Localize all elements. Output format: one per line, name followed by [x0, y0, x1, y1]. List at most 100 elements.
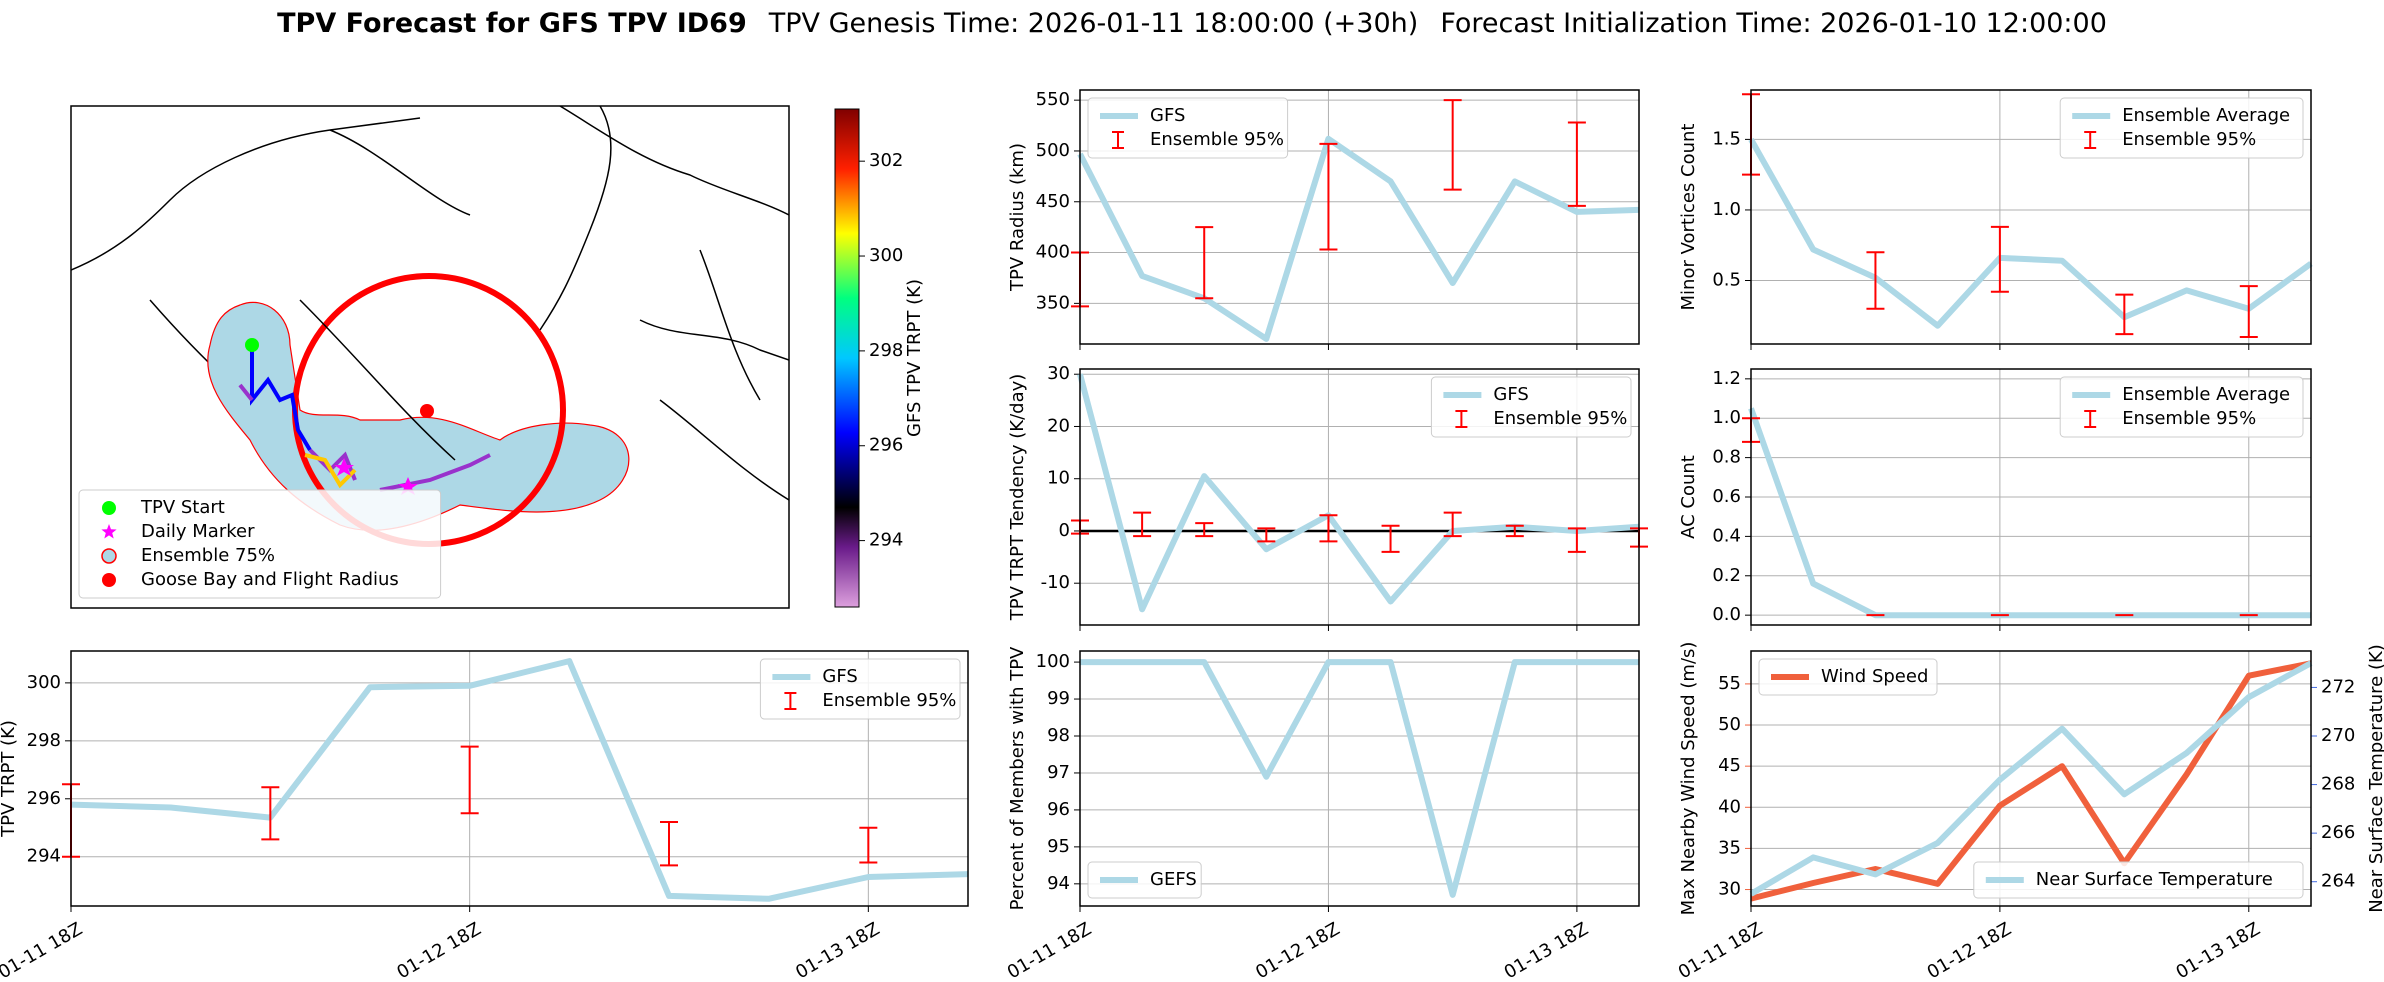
y-tick-label: 98 — [1047, 725, 1070, 746]
legend-label: GFS — [822, 666, 857, 687]
legend-box — [1973, 861, 2304, 899]
y-axis-label: TPV TRPT (K) — [0, 720, 19, 838]
axes-frame — [1079, 368, 1640, 626]
error-bar — [1195, 522, 1214, 538]
colorbar-tick-label: 302 — [869, 150, 903, 171]
legend-box — [1087, 861, 1202, 899]
legend-symbol — [1455, 410, 1468, 428]
y-tick-label: 450 — [1036, 191, 1070, 212]
line-series — [1748, 137, 2313, 329]
axes-frame — [70, 650, 969, 907]
legend-label: Goose Bay and Flight Radius — [141, 569, 399, 590]
y-tick-label: 1.0 — [1712, 407, 1741, 428]
y-tick-label: 0 — [1059, 520, 1070, 541]
legend-box — [1758, 658, 1938, 696]
map-frame — [70, 105, 790, 609]
y-tick-label: 0.8 — [1712, 447, 1741, 468]
error-bar — [1866, 251, 1885, 310]
y2-tick-label: 268 — [2321, 774, 2355, 795]
colorbar — [834, 108, 860, 608]
error-bar — [1381, 524, 1400, 553]
legend-symbol — [784, 692, 797, 710]
legend-symbol — [2084, 410, 2097, 428]
legend-label: Ensemble Average — [2122, 105, 2290, 126]
y-tick-label: 1.2 — [1712, 368, 1741, 389]
y-tick-label: 45 — [1718, 755, 1741, 776]
legend-box — [2059, 97, 2304, 159]
y-tick-label: 0.6 — [1712, 486, 1741, 507]
y-tick-label: 100 — [1036, 651, 1070, 672]
legend-label: Ensemble 95% — [2122, 129, 2256, 150]
y-tick-label: 300 — [27, 672, 61, 693]
y-tick-label: 294 — [27, 846, 61, 867]
axes-frame — [1750, 368, 2312, 626]
y-tick-label: -10 — [1041, 572, 1070, 593]
y-axis-label: AC Count — [1678, 455, 1699, 539]
legend-box — [78, 489, 442, 599]
legend-label: Near Surface Temperature — [2036, 869, 2273, 890]
x-tick-label: 01-13 18Z — [2173, 918, 2264, 982]
colorbar-tick-label: 296 — [869, 435, 903, 456]
x-tick-label: 01-12 18Z — [393, 918, 484, 982]
track — [304, 453, 357, 489]
legend-label: Ensemble 95% — [2122, 408, 2256, 429]
y-tick-label: 500 — [1036, 140, 1070, 161]
y-tick-label: 0.4 — [1712, 525, 1741, 546]
y-tick-label: 95 — [1047, 836, 1070, 857]
y-tick-label: 350 — [1036, 292, 1070, 313]
axes-frame — [1750, 89, 2312, 345]
colorbar-label: GFS TPV TRPT (K) — [904, 279, 925, 437]
error-bar — [460, 745, 479, 815]
legend-symbol — [1112, 131, 1124, 149]
x-tick-label: 01-11 18Z — [0, 918, 86, 982]
legend-box — [2059, 376, 2304, 438]
y-tick-label: 1.0 — [1712, 199, 1741, 220]
legend-label: Ensemble 95% — [1150, 129, 1284, 150]
legend-symbol — [101, 548, 117, 564]
error-bar — [1443, 511, 1462, 538]
legend-label: GEFS — [1150, 869, 1197, 890]
y-tick-label: 35 — [1718, 837, 1741, 858]
y-tick-label: 40 — [1718, 796, 1741, 817]
init: Forecast Initialization Time: 2026-01-10… — [1440, 8, 2107, 39]
legend-label: Ensemble Average — [2122, 384, 2290, 405]
error-bar — [1505, 524, 1524, 538]
axes-frame — [1750, 650, 2312, 907]
y-tick-label: 1.5 — [1712, 128, 1741, 149]
line-series — [1748, 407, 2311, 619]
y-tick-label: 20 — [1047, 415, 1070, 436]
y-tick-label: 30 — [1047, 363, 1070, 384]
error-bar — [1319, 142, 1338, 251]
line-series — [1080, 659, 1639, 898]
x-tick-label: 01-13 18Z — [792, 918, 883, 982]
y-tick-label: 0.2 — [1712, 565, 1741, 586]
legend-label: Daily Marker — [141, 521, 255, 542]
y2-tick-label: 272 — [2321, 676, 2355, 697]
y-tick-label: 94 — [1047, 873, 1070, 894]
error-bar — [2239, 285, 2258, 338]
y-axis-label: Max Nearby Wind Speed (m/s) — [1678, 642, 1699, 916]
error-bar — [2115, 293, 2134, 336]
legend-symbol — [102, 501, 116, 515]
line-series — [1749, 660, 2313, 897]
genesis: TPV Genesis Time: 2026-01-11 18:00:00 (+… — [768, 8, 1419, 39]
legend-label: GFS — [1493, 384, 1528, 405]
error-bar — [1443, 99, 1462, 191]
y-tick-label: 96 — [1047, 799, 1070, 820]
error-bar — [1257, 527, 1276, 543]
legend-symbol — [102, 573, 116, 587]
colorbar-tick-label: 300 — [869, 245, 903, 266]
axes-frame — [1079, 89, 1640, 345]
error-bar — [261, 786, 280, 841]
y2-tick-label: 264 — [2321, 871, 2355, 892]
y-tick-label: 99 — [1047, 688, 1070, 709]
tpv-start — [245, 338, 259, 352]
colorbar-tick-label: 294 — [869, 530, 903, 551]
y-axis-label: Percent of Members with TPV — [1007, 646, 1028, 910]
y-axis-label: Minor Vortices Count — [1678, 124, 1699, 311]
x-tick-label: 01-12 18Z — [1924, 918, 2015, 982]
legend-label: Ensemble 75% — [141, 545, 275, 566]
y-tick-label: 298 — [27, 730, 61, 751]
y-tick-label: 30 — [1718, 879, 1741, 900]
